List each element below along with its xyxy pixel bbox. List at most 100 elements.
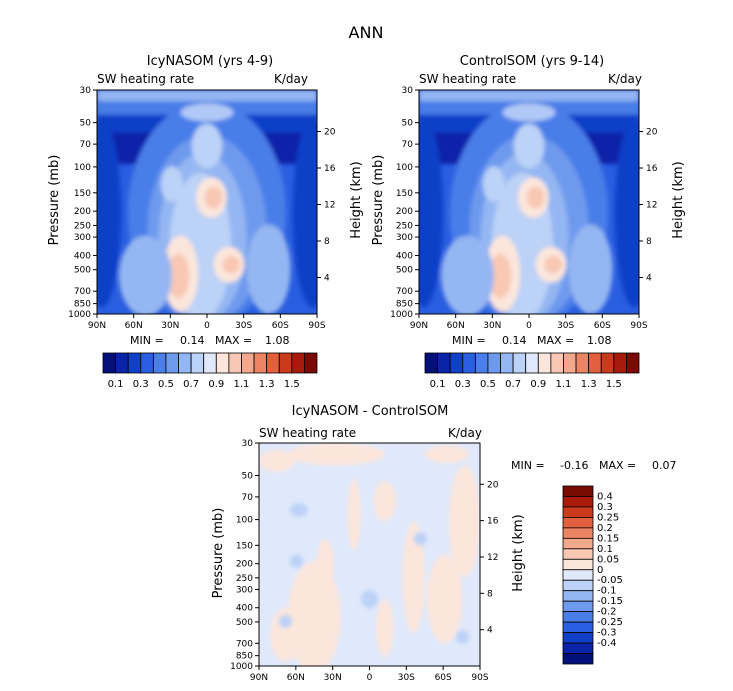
y-tick-label: 1000 (68, 310, 91, 320)
colorbar-label: -0.3 (597, 628, 617, 639)
contour-shape (568, 224, 613, 314)
colorbar-label: -0.4 (597, 638, 617, 649)
panel-controlsom: ControlSOM (yrs 9-14) SW heating rate K/… (371, 54, 686, 390)
height-tick-label: 20 (487, 480, 499, 490)
y-tick-label: 70 (402, 140, 414, 150)
field (259, 443, 480, 666)
contour-shape (97, 119, 122, 308)
contour-shape (419, 119, 444, 308)
colorbar-label: 1.1 (556, 379, 572, 390)
colorbar-swatch (102, 352, 116, 374)
max-value: 1.08 (265, 334, 290, 347)
x-tick-label: 60N (447, 321, 465, 331)
colorbar-swatch (291, 352, 305, 374)
colorbar-label: 0.05 (597, 554, 619, 565)
colorbar-label: 0.3 (133, 379, 149, 390)
height-tick-label: 4 (646, 273, 652, 283)
colorbar-swatch (562, 537, 594, 550)
y-axis-label: Pressure (mb) (371, 155, 386, 246)
y-tick-label: 700 (74, 287, 91, 297)
contour-shape (614, 119, 639, 308)
colorbar: 0.1 0.3 0.5 0.7 0.9 1.1 1.3 1.5 (424, 352, 640, 390)
min-value: -0.16 (560, 459, 588, 472)
x-tick-label: 60S (272, 321, 289, 331)
y-tick-label: 400 (74, 251, 91, 261)
x-tick-label: 60S (594, 321, 611, 331)
contour-shape (289, 503, 308, 517)
max-label: MAX = (599, 459, 636, 472)
y-tick-label: 250 (396, 221, 413, 231)
colorbar-swatch (562, 496, 594, 508)
colorbar-swatch (562, 517, 594, 529)
y-tick-label: 70 (242, 493, 254, 503)
colorbar-swatch (550, 352, 564, 374)
colorbar-swatch (253, 352, 268, 374)
y-tick-label: 500 (396, 266, 413, 276)
contour-shape (526, 186, 545, 209)
colorbar-swatch (562, 600, 594, 613)
colorbar-label: 0 (597, 565, 603, 576)
colorbar-label: 1.3 (259, 379, 275, 390)
contours (419, 90, 639, 314)
height-tick-label: 4 (487, 626, 493, 636)
y-tick-label: 150 (74, 189, 91, 199)
x-tick-label: 0 (526, 321, 532, 331)
colorbar-swatch (562, 485, 594, 497)
x-tick-label: 90N (410, 321, 428, 331)
colorbar-swatch (487, 352, 501, 374)
contour-shape (544, 255, 562, 274)
contour-shape (289, 554, 304, 568)
contour-shape (413, 532, 427, 546)
y-tick-label: 50 (242, 471, 254, 481)
colorbar-swatch (525, 352, 539, 374)
y-tick-label: 200 (74, 207, 91, 217)
colorbar-swatch (562, 569, 594, 581)
colorbar-swatch (562, 548, 594, 560)
contours (259, 443, 480, 666)
colorbar-swatch (228, 352, 242, 374)
colorbar-swatch (600, 352, 615, 374)
min-value: 0.14 (502, 334, 527, 347)
colorbar-swatch (562, 590, 594, 602)
panel-difference: IcyNASOM - ControlSOM SW heating rate K/… (211, 404, 677, 683)
band (419, 90, 639, 102)
colorbar-swatch (588, 352, 602, 374)
y-tick-label: 700 (236, 639, 253, 649)
x-tick-label: 0 (367, 673, 373, 683)
contour-shape (424, 445, 469, 464)
colorbar-label: 0.1 (430, 379, 446, 390)
y-tick-label: 850 (396, 300, 413, 310)
y-tick-label: 200 (236, 560, 253, 570)
colorbar-swatch (613, 352, 627, 374)
y-tick-label: 30 (80, 86, 92, 96)
colorbar-swatch (437, 352, 451, 374)
colorbar-label: 0.2 (597, 523, 613, 534)
y-tick-label: 300 (396, 233, 413, 243)
y-tick-label: 100 (396, 163, 413, 173)
colorbar-swatch (165, 352, 179, 374)
height-tick-label: 20 (646, 127, 658, 137)
colorbar-label: 0.9 (208, 379, 224, 390)
contour-shape (160, 166, 183, 202)
colorbar-swatch (562, 506, 594, 518)
contour-shape (180, 103, 234, 122)
contour-shape (270, 608, 301, 662)
colorbar-label: -0.25 (597, 617, 623, 628)
contour-shape (287, 443, 385, 466)
x-tick-label: 30N (483, 321, 501, 331)
contour-shape (259, 449, 295, 472)
x-tick-label: 30S (557, 321, 574, 331)
height-tick-label: 12 (324, 200, 335, 210)
contour-shape (347, 478, 361, 551)
max-label: MAX = (215, 334, 252, 347)
x-tick-label: 90S (630, 321, 647, 331)
y-tick-label: 1000 (230, 662, 253, 672)
y-tick-label: 850 (74, 300, 91, 310)
contour-shape (222, 255, 240, 274)
colorbar-swatch (178, 352, 192, 374)
colorbar-label: -0.2 (597, 607, 617, 618)
y-tick-label: 500 (74, 266, 91, 276)
colorbar-swatch (562, 632, 594, 644)
y-tick-label: 50 (402, 119, 414, 129)
contours (97, 90, 317, 314)
